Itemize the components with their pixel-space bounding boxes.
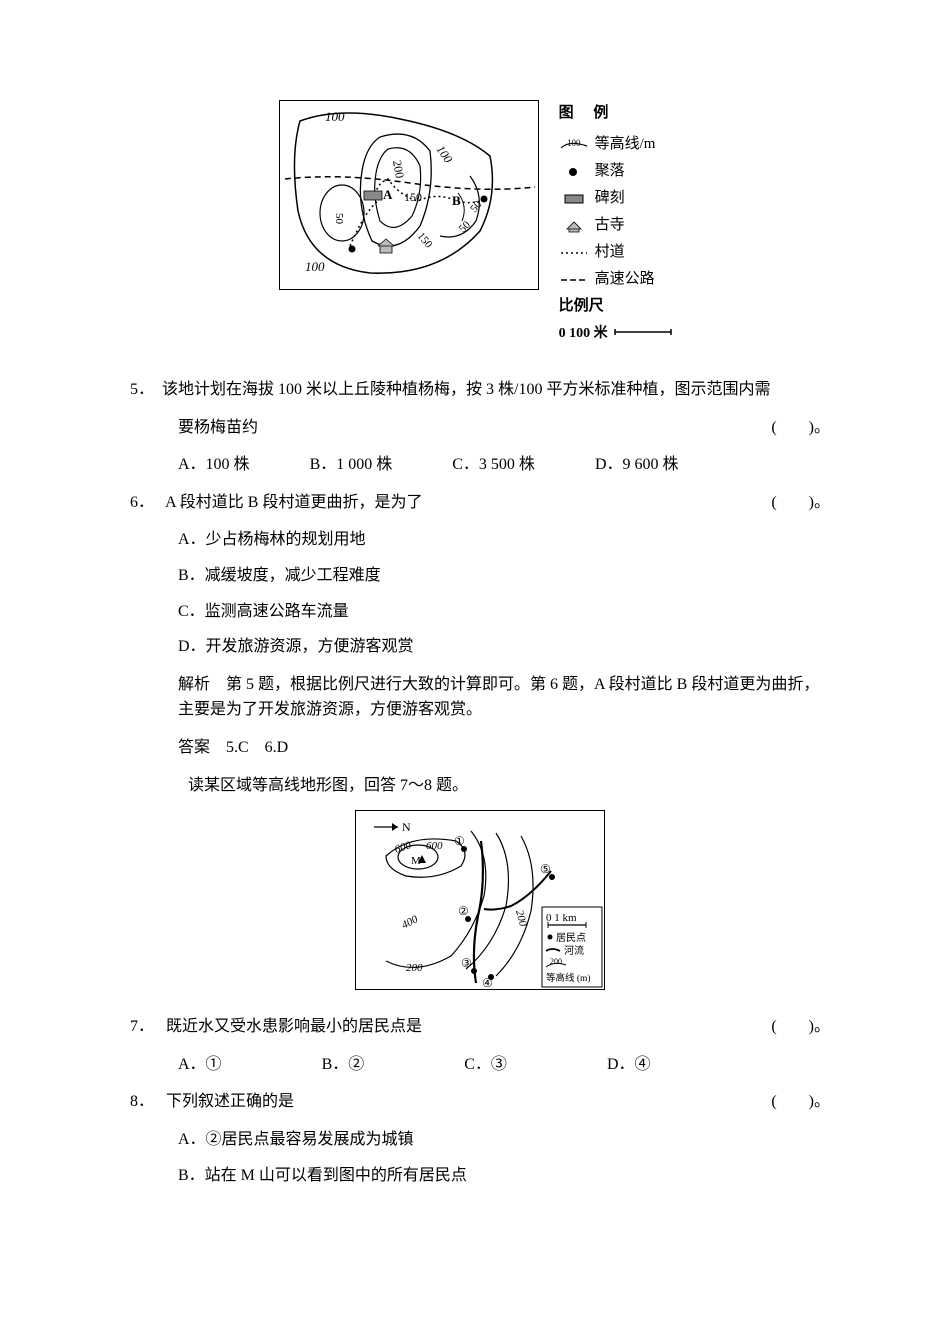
intro-78: 读某区域等高线地形图，回答 7～8 题。 [130, 773, 830, 799]
q5-option-d: D．9 600 株 [595, 452, 679, 478]
legend-stele: 碑刻 [559, 185, 682, 212]
q5-stem-line1: 该地计划在海拔 100 米以上丘陵种植杨梅，按 3 株/100 平方米标准种植，… [162, 377, 830, 403]
q6-stem: A 段村道比 B 段村道更曲折，是为了 [165, 494, 422, 511]
q6-option-c: C．监测高速公路车流量 [178, 599, 830, 625]
svg-text:150: 150 [404, 190, 422, 204]
legend-temple: 古寺 [559, 212, 682, 239]
svg-text:居民点: 居民点 [556, 932, 586, 944]
svg-text:①: ① [454, 834, 465, 848]
q7-stem: 既近水又受水患影响最小的居民点是 [166, 1018, 422, 1035]
svg-text:50: 50 [333, 213, 345, 225]
svg-text:200: 200 [390, 159, 407, 179]
q8-options: A．②居民点最容易发展成为城镇 B．站在 M 山可以看到图中的所有居民点 [130, 1127, 830, 1188]
q7-option-d: D．④ [607, 1052, 651, 1078]
map-1: 100 100 100 200 150 150 50 50 50 A B [279, 100, 539, 290]
legend-scale-bar: 0 100 米 [559, 320, 682, 347]
svg-text:②: ② [458, 904, 469, 918]
q56-answer: 答案 5.C 6.D [130, 735, 830, 761]
svg-text:200: 200 [550, 957, 562, 966]
legend-title: 图 例 [559, 100, 682, 127]
q6-number: 6． [130, 490, 162, 516]
legend-village-road: 村道 [559, 239, 682, 266]
svg-text:N: N [402, 820, 411, 834]
q6-options: A．少占杨梅林的规划用地 B．减缓坡度，减少工程难度 C．监测高速公路车流量 D… [130, 527, 830, 659]
q5-option-c: C．3 500 株 [452, 452, 535, 478]
q7-option-a: A．① [178, 1052, 222, 1078]
q8-blank: ( )。 [771, 1089, 830, 1115]
question-8: 8． 下列叙述正确的是 ( )。 [130, 1089, 830, 1115]
q8-stem: 下列叙述正确的是 [166, 1093, 294, 1110]
svg-text:⑤: ⑤ [540, 862, 551, 876]
svg-text:50: 50 [456, 219, 473, 236]
q5-number: 5． [130, 377, 162, 403]
q8-option-a: A．②居民点最容易发展成为城镇 [178, 1127, 830, 1153]
svg-text:B: B [452, 193, 461, 208]
svg-text:0 1 km: 0 1 km [546, 912, 577, 924]
svg-text:100: 100 [433, 143, 455, 166]
q7-option-c: C．③ [464, 1052, 507, 1078]
q7-number: 7． [130, 1014, 162, 1040]
legend-settlement: 聚落 [559, 158, 682, 185]
q5-option-a: A．100 株 [178, 452, 250, 478]
svg-text:600: 600 [426, 840, 443, 852]
q5-stem-line2-row: 要杨梅苗约 ( )。 [130, 415, 830, 441]
question-7: 7． 既近水又受水患影响最小的居民点是 ( )。 [130, 1014, 830, 1040]
q8-option-b: B．站在 M 山可以看到图中的所有居民点 [178, 1163, 830, 1189]
q56-explain: 解析 第 5 题，根据比例尺进行大致的计算即可。第 6 题，A 段村道比 B 段… [130, 672, 830, 723]
svg-text:100: 100 [305, 259, 325, 274]
legend-highway: 高速公路 [559, 266, 682, 293]
legend-scale-label: 比例尺 [559, 293, 682, 320]
question-5: 5． 该地计划在海拔 100 米以上丘陵种植杨梅，按 3 株/100 平方米标准… [130, 377, 830, 403]
map-1-svg: 100 100 100 200 150 150 50 50 50 A B [280, 101, 540, 291]
q7-options: A．① B．② C．③ D．④ [130, 1052, 830, 1078]
question-6: 6． A 段村道比 B 段村道更曲折，是为了 ( )。 [130, 490, 830, 516]
svg-text:400: 400 [400, 913, 421, 932]
q6-option-d: D．开发旅游资源，方便游客观赏 [178, 634, 830, 660]
map-2: N 600 600 M 400 200 200 ① ② ③ ④ ⑤ [355, 810, 605, 990]
q6-option-b: B．减缓坡度，减少工程难度 [178, 563, 830, 589]
q5-stem-line2: 要杨梅苗约 [178, 415, 258, 441]
legend-contour: 100 等高线/m [559, 131, 682, 158]
map-2-svg: N 600 600 M 400 200 200 ① ② ③ ④ ⑤ [356, 811, 606, 991]
q5-options: A．100 株 B．1 000 株 C．3 500 株 D．9 600 株 [130, 452, 830, 478]
svg-text:200: 200 [406, 962, 423, 974]
svg-text:100: 100 [567, 138, 581, 148]
svg-text:100: 100 [325, 109, 345, 124]
q8-number: 8． [130, 1089, 162, 1115]
q6-option-a: A．少占杨梅林的规划用地 [178, 527, 830, 553]
q5-option-b: B．1 000 株 [310, 452, 393, 478]
svg-text:③: ③ [461, 956, 472, 970]
q7-blank: ( )。 [771, 1014, 830, 1040]
svg-text:150: 150 [414, 230, 434, 251]
q7-option-b: B．② [322, 1052, 365, 1078]
figure-2: N 600 600 M 400 200 200 ① ② ③ ④ ⑤ [130, 810, 830, 990]
figure-1: 100 100 100 200 150 150 50 50 50 A B 图 例… [130, 100, 830, 347]
legend-1: 图 例 100 等高线/m 聚落 碑刻 古寺 村道 高速公路 比例尺 [559, 100, 682, 347]
svg-text:④: ④ [482, 976, 493, 990]
svg-text:河流: 河流 [564, 944, 584, 957]
svg-text:A: A [383, 187, 393, 202]
q6-blank: ( )。 [771, 490, 830, 516]
svg-text:等高线 (m): 等高线 (m) [546, 972, 591, 984]
q5-blank: ( )。 [771, 415, 830, 441]
